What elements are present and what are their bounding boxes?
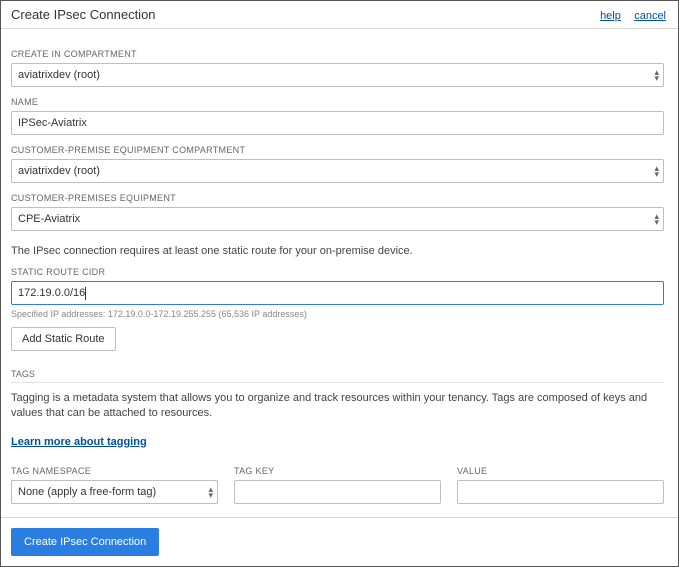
cancel-link[interactable]: cancel [634,10,666,22]
text-caret [85,287,86,300]
tag-namespace-value: None (apply a free-form tag) [18,486,156,498]
tag-value-label: VALUE [457,466,664,476]
tag-namespace-col: TAG NAMESPACE None (apply a free-form ta… [11,466,218,504]
cpe-value: CPE-Aviatrix [18,213,80,225]
add-static-route-button[interactable]: Add Static Route [11,327,116,351]
cpe-compartment-label: CUSTOMER-PREMISE EQUIPMENT COMPARTMENT [11,145,664,155]
static-route-value: 172.19.0.0/16 [18,287,85,299]
chevron-updown-icon: ▴▾ [654,213,659,225]
panel-title: Create IPsec Connection [11,7,156,22]
cpe-label: CUSTOMER-PREMISES EQUIPMENT [11,193,664,203]
chevron-updown-icon: ▴▾ [654,69,659,81]
header-links: help cancel [590,8,666,22]
create-ipsec-panel: Create IPsec Connection help cancel CREA… [0,0,679,567]
tags-description: Tagging is a metadata system that allows… [11,391,664,422]
tag-key-input[interactable] [234,480,441,504]
cpe-select[interactable]: CPE-Aviatrix ▴▾ [11,207,664,231]
compartment-value: aviatrixdev (root) [18,69,100,81]
panel-header: Create IPsec Connection help cancel [1,1,678,29]
tag-key-label: TAG KEY [234,466,441,476]
tag-value-input[interactable] [457,480,664,504]
chevron-updown-icon: ▴▾ [208,486,213,498]
create-ipsec-button[interactable]: Create IPsec Connection [11,528,159,556]
name-input[interactable]: IPSec-Aviatrix [11,111,664,135]
panel-body: CREATE IN COMPARTMENT aviatrixdev (root)… [1,29,678,517]
static-route-note: The IPsec connection requires at least o… [11,245,664,257]
static-route-input[interactable]: 172.19.0.0/16 [11,281,664,305]
name-label: NAME [11,97,664,107]
tag-namespace-label: TAG NAMESPACE [11,466,218,476]
tag-key-col: TAG KEY [234,466,441,504]
static-route-label: STATIC ROUTE CIDR [11,267,664,277]
panel-footer: Create IPsec Connection [1,517,678,566]
cpe-compartment-select[interactable]: aviatrixdev (root) ▴▾ [11,159,664,183]
name-value: IPSec-Aviatrix [18,117,87,129]
static-route-hint: Specified IP addresses: 172.19.0.0-172.1… [11,309,664,319]
tag-value-col: VALUE [457,466,664,504]
tag-row: TAG NAMESPACE None (apply a free-form ta… [11,466,664,504]
compartment-select[interactable]: aviatrixdev (root) ▴▾ [11,63,664,87]
cpe-compartment-value: aviatrixdev (root) [18,165,100,177]
tags-section-label: TAGS [11,369,664,383]
compartment-label: CREATE IN COMPARTMENT [11,49,664,59]
learn-more-tagging-link[interactable]: Learn more about tagging [11,436,147,448]
tag-namespace-select[interactable]: None (apply a free-form tag) ▴▾ [11,480,218,504]
help-link[interactable]: help [600,10,621,22]
chevron-updown-icon: ▴▾ [654,165,659,177]
